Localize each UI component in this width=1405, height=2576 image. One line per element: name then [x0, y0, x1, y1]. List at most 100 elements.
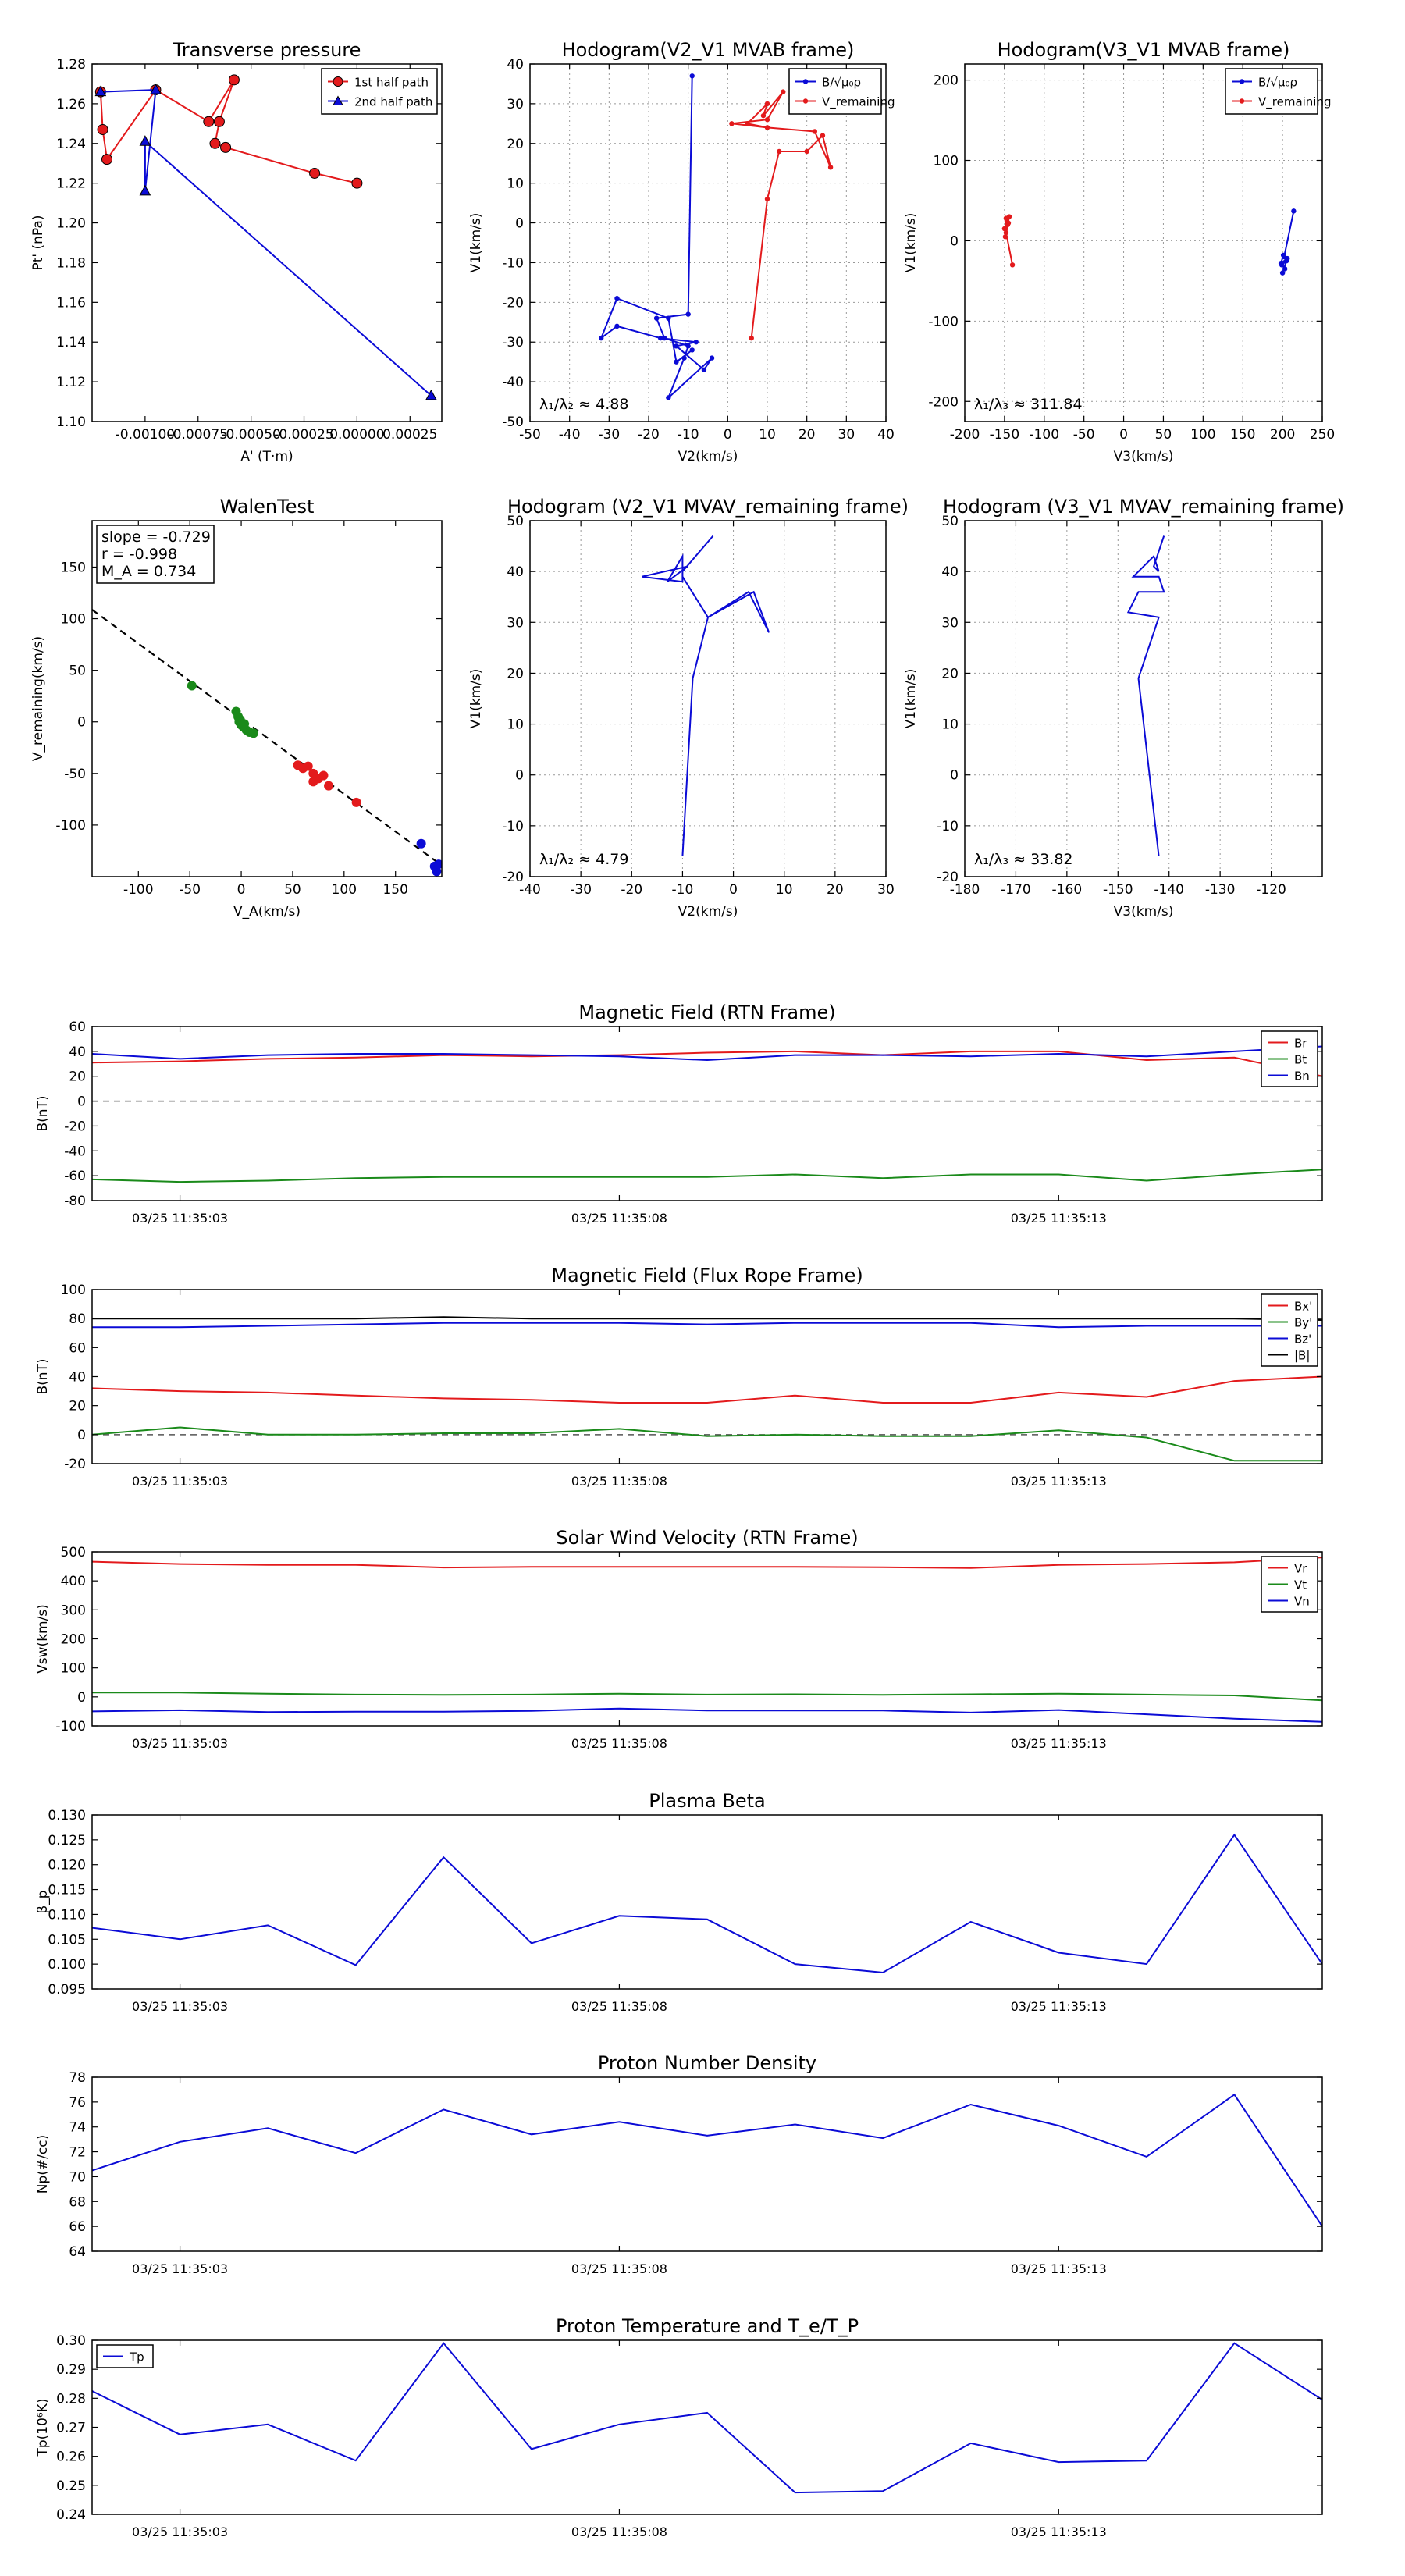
data-point: [781, 89, 786, 94]
data-point: [203, 116, 215, 127]
x-tick-label: 03/25 11:35:03: [132, 1211, 228, 1226]
y-tick-label: 1.12: [56, 375, 86, 390]
series-line-Vr: [92, 1557, 1322, 1569]
x-tick-label: 03/25 11:35:13: [1011, 1736, 1107, 1751]
legend-label: By': [1294, 1316, 1312, 1330]
y-tick-label: 20: [69, 1069, 86, 1085]
data-point: [434, 859, 442, 870]
plot-area: [92, 2342, 1322, 2494]
y-tick-label: -10: [937, 819, 959, 834]
x-axis-label: V2(km/s): [678, 449, 738, 464]
stats-box: [96, 525, 215, 584]
plot-area: [92, 609, 442, 877]
y-tick-label: 60: [69, 1340, 86, 1356]
legend-label: Vt: [1294, 1578, 1307, 1592]
x-tick-label: 0.00000: [329, 427, 384, 443]
chart-mag_rtn: Magnetic Field (RTN Frame) 03/25 11:35:03…: [35, 1002, 1323, 1226]
data-point: [614, 296, 620, 301]
y-tick-label: 0.110: [48, 1907, 86, 1923]
chart-title: Hodogram(V2_V1 MVAB frame): [562, 39, 855, 61]
y-axis-label: V1(km/s): [903, 213, 919, 273]
legend-label: B/√μ₀ρ: [1258, 76, 1297, 90]
y-tick-label: 0.25: [56, 2478, 86, 2494]
x-tick-label: 03/25 11:35:13: [1011, 1474, 1107, 1489]
y-tick-label: 10: [941, 717, 959, 733]
data-point: [1291, 208, 1297, 214]
y-axis-label: B(nT): [35, 1358, 51, 1394]
plot-area: [92, 1557, 1322, 1723]
data-point: [309, 167, 321, 179]
data-point: [1005, 220, 1012, 226]
series-line-Np: [92, 2093, 1322, 2227]
y-tick-label: 10: [507, 717, 524, 733]
x-tick-label: -170: [1001, 882, 1031, 898]
plot-area: [642, 535, 770, 856]
chart-h1: Hodogram(V2_V1 MVAB frame) -50 -40 -30 -20 -1…: [468, 39, 895, 464]
y-tick-label: -40: [64, 1144, 86, 1159]
data-point: [749, 335, 754, 341]
legend-marker: [1239, 98, 1245, 104]
y-tick-label: 72: [69, 2145, 86, 2161]
legend-label: Bx': [1294, 1300, 1312, 1314]
y-tick-label: 1.24: [56, 137, 86, 152]
y-tick-label: 0: [77, 1690, 86, 1706]
x-axis-label: V3(km/s): [1114, 904, 1174, 920]
y-tick-label: 1.10: [56, 415, 86, 430]
data-point: [1003, 229, 1009, 236]
data-point: [653, 315, 660, 321]
annotation-text: λ₁/λ₂ ≈ 4.88: [539, 396, 628, 413]
y-tick-label: -200: [928, 394, 959, 410]
y-tick-label: 20: [69, 1399, 86, 1414]
data-point: [425, 389, 437, 400]
chart-title: Solar Wind Velocity (RTN Frame): [556, 1527, 858, 1549]
x-tick-label: 10: [776, 882, 793, 898]
y-tick-label: 0.105: [48, 1932, 86, 1948]
x-tick-label: -150: [990, 427, 1020, 443]
legend-box: [788, 68, 882, 115]
y-tick-label: 0.125: [48, 1833, 86, 1848]
y-tick-label: 40: [941, 564, 959, 580]
y-axis-label: V1(km/s): [468, 669, 484, 729]
y-tick-label: 40: [507, 564, 524, 580]
chart-title: Transverse pressure: [173, 39, 361, 61]
data-point: [729, 121, 735, 126]
x-tick-label: 50: [284, 882, 301, 898]
data-point: [689, 347, 695, 353]
series-line-|B|: [92, 1316, 1322, 1321]
legend-label: V_remaining: [822, 95, 895, 110]
x-tick-label: -0.00050: [221, 427, 280, 443]
y-tick-label: -30: [502, 335, 524, 350]
x-tick-label: 03/25 11:35:03: [132, 2261, 228, 2276]
data-point: [1003, 215, 1009, 221]
y-tick-label: 150: [61, 560, 86, 575]
plot-area: [94, 74, 437, 400]
x-axis-label: A' (T·m): [240, 449, 293, 464]
data-point: [764, 117, 770, 123]
data-point: [685, 311, 691, 317]
chart-h4: Hodogram (V3_V1 MVAV_remaining frame) -18…: [903, 496, 1344, 920]
y-tick-label: 300: [61, 1603, 86, 1618]
y-tick-label: 30: [941, 615, 959, 631]
data-point: [681, 355, 687, 361]
legend-marker: [802, 98, 809, 104]
x-tick-label: -140: [1154, 882, 1184, 898]
x-tick-label: 20: [827, 882, 844, 898]
x-tick-label: -20: [638, 427, 660, 443]
y-tick-label: 60: [69, 1019, 86, 1035]
y-tick-label: 40: [69, 1370, 86, 1386]
x-tick-label: -10: [678, 427, 699, 443]
data-point: [764, 196, 770, 202]
y-tick-label: 0: [515, 216, 524, 232]
x-tick-label: -180: [950, 882, 980, 898]
y-tick-label: 30: [507, 615, 524, 631]
chart-title: Plasma Beta: [649, 1790, 765, 1812]
series-line-Vn: [92, 1707, 1322, 1723]
x-tick-label: -20: [621, 882, 642, 898]
x-tick-label: 0.00025: [382, 427, 437, 443]
x-tick-label: -40: [559, 427, 581, 443]
y-tick-label: -50: [502, 415, 524, 430]
stats-line: M_A = 0.734: [101, 563, 196, 580]
y-tick-label: 100: [934, 154, 959, 169]
y-tick-label: 74: [69, 2120, 86, 2136]
data-point: [432, 866, 442, 877]
